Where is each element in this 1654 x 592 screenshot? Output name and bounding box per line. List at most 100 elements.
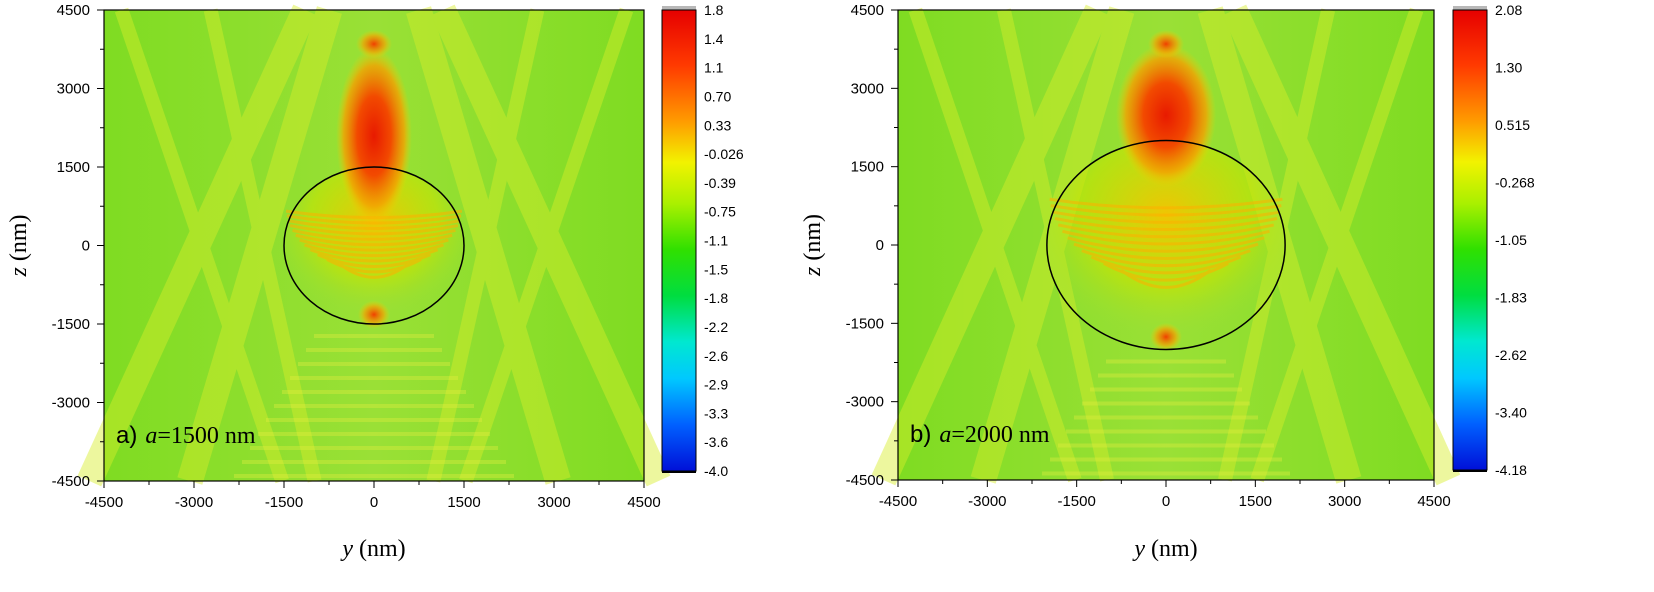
x-tick-label: -3000: [968, 493, 1006, 510]
inner-fringe: [1050, 204, 1282, 217]
x-tick-label: -4500: [85, 494, 123, 511]
colorbar-tick-label: 0.515: [1495, 117, 1530, 133]
sphere-fringes: [1049, 197, 1283, 289]
inner-fringe: [1073, 242, 1259, 260]
y-tick-label: -1500: [52, 316, 90, 333]
colorbar: 2.08 1.30 0.515 -0.268 -1.05 -1.83 -2.62 -3.40 -…: [1452, 2, 1535, 478]
y-tick-label: 4500: [851, 2, 884, 19]
inner-fringe: [289, 224, 459, 236]
inner-fringe: [326, 258, 422, 274]
panel-param-symbol: a: [939, 422, 951, 448]
inner-fringe: [295, 233, 453, 247]
colorbar-frame: [661, 9, 697, 472]
streak: [203, 8, 322, 483]
nanojet-hotspot: [1115, 43, 1217, 188]
colorbar-tick-label: -1.1: [704, 233, 728, 249]
colorbar-tick-label: -3.3: [704, 405, 728, 421]
y-tick-label: -3000: [846, 394, 884, 411]
y-tick-label: 0: [82, 238, 90, 255]
panel-label: a) a=1500 nm: [116, 422, 256, 449]
x-axis-symbol: y: [1132, 536, 1145, 562]
inner-fringe: [1052, 210, 1280, 224]
rear-hotspot: [1150, 322, 1182, 351]
sphere-fringes: [285, 209, 463, 279]
inner-fringe: [287, 219, 461, 230]
colorbar-tick-label: 0.70: [704, 88, 731, 104]
x-tick-label: 1500: [1239, 493, 1272, 510]
streak: [908, 7, 1082, 483]
secondary-hotspot: [1148, 30, 1184, 58]
y-axis-title: z (nm): [800, 214, 826, 277]
colorbar: 1.8 1.4 1.1 0.70 0.33 -0.026 -0.39 -0.75 -1.1 -1.…: [661, 2, 744, 479]
colorbar-tick-label: -1.05: [1495, 232, 1527, 248]
x-tick-label: -4500: [879, 493, 917, 510]
x-tick-label: 3000: [1328, 493, 1361, 510]
colorbar-tick-label: -0.75: [704, 204, 736, 220]
y-tick-label: -4500: [52, 473, 90, 490]
colorbar-tick-label: 0.33: [704, 117, 731, 133]
nanojet-hotspot: [336, 47, 412, 224]
colorbar-underflow-cap: [662, 471, 696, 473]
colorbar-tick-label: -1.83: [1495, 290, 1527, 306]
streak: [1250, 7, 1424, 483]
secondary-hotspot: [356, 30, 392, 58]
inner-fringe: [1090, 255, 1242, 275]
inner-fringe: [1049, 197, 1283, 210]
streak: [459, 7, 634, 484]
streak: [77, 4, 317, 487]
colorbar-tick-label: -0.39: [704, 175, 736, 191]
x-tick-label: 4500: [627, 494, 660, 511]
y-tick-label: -4500: [846, 472, 884, 489]
colorbar-tick-label: -3.40: [1495, 405, 1527, 421]
y-axis-unit: (nm): [6, 215, 32, 268]
colorbar-gradient: [1453, 10, 1487, 470]
colorbar-tick-label: 1.4: [704, 31, 724, 47]
panel-letter: b): [910, 421, 931, 448]
sphere-outline: [1046, 139, 1286, 351]
y-axis-title: z (nm): [6, 215, 32, 278]
y-tick-label: -1500: [846, 315, 884, 332]
diffraction-streaks: [77, 4, 671, 487]
colorbar-tick-label: -4.0: [704, 463, 728, 479]
inner-fringe: [299, 238, 449, 252]
y-tick-label: 4500: [57, 2, 90, 19]
sphere-outline: [283, 166, 465, 325]
inner-fringe: [304, 243, 444, 258]
streak: [1222, 4, 1461, 486]
colorbar-tick-label: 1.30: [1495, 60, 1522, 76]
inner-fringe: [292, 228, 456, 241]
y-axis-symbol: z: [800, 266, 826, 277]
colorbar-gradient: [662, 10, 696, 471]
inner-fringe: [317, 253, 431, 268]
colorbar-tick-label: -2.62: [1495, 347, 1527, 363]
inner-fringe: [1062, 229, 1270, 246]
y-tick-label: 3000: [57, 81, 90, 98]
inner-fringe: [1057, 223, 1275, 239]
y-tick-label: -3000: [52, 395, 90, 412]
x-tick-label: 4500: [1417, 493, 1450, 510]
colorbar-frame: [1452, 9, 1488, 471]
x-tick-label: 0: [1162, 493, 1170, 510]
colorbar-tick-label: -3.6: [704, 434, 728, 450]
streak: [426, 8, 545, 483]
x-tick-label: -3000: [175, 494, 213, 511]
streak: [871, 4, 1110, 486]
x-axis-unit: (nm): [353, 536, 406, 562]
inner-fringe: [309, 248, 439, 263]
colorbar-overflow-cap: [662, 6, 696, 10]
x-axis-title: y (nm): [340, 536, 405, 562]
colorbar-tick-label: -0.268: [1495, 175, 1535, 191]
panel-param-value: =2000 nm: [951, 422, 1050, 448]
inner-fringe: [1103, 262, 1229, 282]
panel-param-value: =1500 nm: [157, 423, 256, 449]
colorbar-tick-label: -1.5: [704, 261, 728, 277]
y-tick-label: 1500: [851, 159, 884, 176]
colorbar-tick-label: -2.6: [704, 348, 728, 364]
streak: [114, 7, 289, 484]
colorbar-tick-label: -2.2: [704, 319, 728, 335]
colorbar-tick-label: -0.026: [704, 146, 744, 162]
panel-param-symbol: a: [145, 423, 157, 449]
colorbar-overflow-cap: [1453, 6, 1487, 10]
panel-letter: a): [116, 422, 137, 449]
x-tick-label: -1500: [265, 494, 303, 511]
